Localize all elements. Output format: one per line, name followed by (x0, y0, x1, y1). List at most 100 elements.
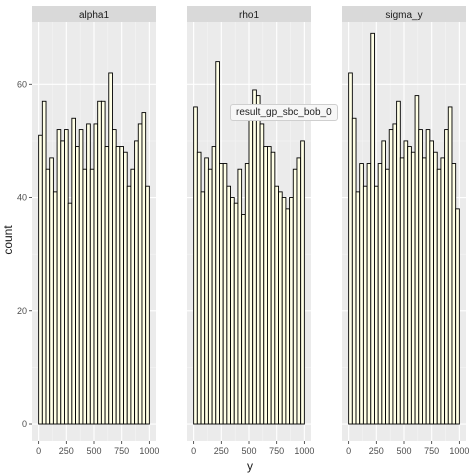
histogram-bar (348, 72, 353, 425)
histogram-bar (248, 112, 254, 425)
histogram-bar (444, 129, 449, 425)
y-tick-label: 60 (17, 79, 27, 89)
histogram-bar (112, 129, 117, 425)
histogram-bar (97, 100, 102, 425)
histogram-bar (414, 95, 420, 425)
x-axis-title: y (247, 459, 253, 473)
facet-strip (187, 6, 311, 22)
x-tick-label: 250 (214, 446, 229, 456)
histogram-bar (289, 197, 294, 425)
x-tick-label: 250 (59, 446, 74, 456)
histogram-bar (440, 157, 446, 425)
histogram-bar (71, 117, 76, 425)
histogram-bar (392, 123, 398, 425)
histogram-bar (56, 129, 62, 425)
histogram-bar (278, 191, 283, 425)
x-tick-label: 1000 (139, 446, 159, 456)
x-tick-label: 500 (241, 446, 256, 456)
histogram-bar (270, 151, 276, 425)
histogram-bar (407, 146, 412, 425)
x-tick-label: 0 (36, 446, 41, 456)
histogram-bar (38, 134, 43, 425)
histogram-bar (267, 146, 272, 425)
histogram-bar (226, 185, 231, 425)
histogram-bar (134, 140, 139, 425)
facet-panel-alpha1: alpha1 0 250 500 750 1000 0 20 40 60 (17, 6, 159, 456)
histogram-bar (259, 123, 265, 425)
histogram-bar (396, 100, 401, 425)
histogram-bar (141, 112, 147, 425)
histogram-bar (296, 157, 302, 425)
x-tick-label: 750 (114, 446, 129, 456)
histogram-bar (359, 163, 364, 425)
histogram-bar (60, 140, 65, 425)
y-axis-title: count (1, 225, 15, 255)
histogram-bar (49, 157, 54, 425)
histogram-bar (447, 106, 453, 425)
histogram-bar (370, 32, 375, 425)
x-tick-label: 0 (191, 446, 196, 456)
facet-panels: alpha1 0 250 500 750 1000 0 20 40 60 rho1 0 250 500 75… (17, 6, 469, 456)
histogram-bar (123, 151, 128, 425)
histogram-bar (207, 168, 213, 425)
histogram-bar (255, 95, 261, 425)
histogram-bar (119, 146, 124, 425)
x-tick-label: 500 (86, 446, 101, 456)
histogram-bar (355, 191, 361, 425)
histogram-bar (78, 129, 84, 425)
histogram-bar (252, 89, 257, 425)
histogram-bar (366, 163, 372, 425)
histogram-bar (104, 146, 110, 425)
histogram-bar (126, 185, 132, 425)
histogram-bar (52, 191, 58, 425)
histogram-bar (75, 146, 80, 425)
histogram-bar (211, 146, 217, 425)
histogram-bar (233, 202, 239, 425)
histogram-bar (100, 100, 106, 425)
histogram-bar (263, 146, 268, 425)
histogram-bar (385, 168, 390, 425)
histogram-bar (137, 123, 143, 425)
histogram-bar (237, 168, 243, 425)
histogram-bar (222, 163, 228, 425)
histogram-bar (145, 185, 150, 425)
histogram-bar (399, 157, 405, 425)
histogram-bar (429, 140, 434, 425)
histogram-bar (115, 146, 121, 425)
y-tick-label: 40 (17, 193, 27, 203)
histogram-bar (45, 168, 51, 425)
x-tick-label: 0 (346, 446, 351, 456)
histogram-bar (281, 197, 287, 425)
histogram-bar (292, 168, 298, 425)
histogram-bar (204, 157, 209, 425)
histogram-bar (403, 140, 409, 425)
facet-strip (32, 6, 156, 22)
histogram-bar (196, 151, 202, 425)
histogram-bar (285, 208, 291, 425)
histogram-bar (433, 151, 438, 425)
x-tick-label: 250 (369, 446, 384, 456)
x-tick-label: 500 (396, 446, 411, 456)
histogram-bar (388, 129, 394, 425)
histogram-bar (230, 197, 235, 425)
histogram-bar (362, 185, 368, 425)
histogram-bar (274, 185, 279, 425)
histogram-bar (89, 168, 95, 425)
histogram-bar (374, 185, 379, 425)
histogram-bar (377, 163, 383, 425)
histogram-bar (108, 72, 113, 425)
histogram-bar (455, 208, 460, 425)
histogram-bar (64, 129, 69, 425)
facet-panel-rho1: rho1 0 250 500 750 1000 (187, 6, 314, 456)
histogram-bar (381, 140, 386, 425)
histogram-bar (244, 163, 250, 425)
histogram-bar (41, 100, 47, 425)
histogram-bar (67, 202, 73, 425)
x-tick-label: 750 (424, 446, 439, 456)
x-tick-label: 1000 (294, 446, 314, 456)
facet-strip-label: alpha1 (79, 10, 109, 21)
histogram-bar (82, 168, 88, 425)
histogram-bar (422, 157, 427, 425)
histogram-bar (219, 163, 224, 425)
